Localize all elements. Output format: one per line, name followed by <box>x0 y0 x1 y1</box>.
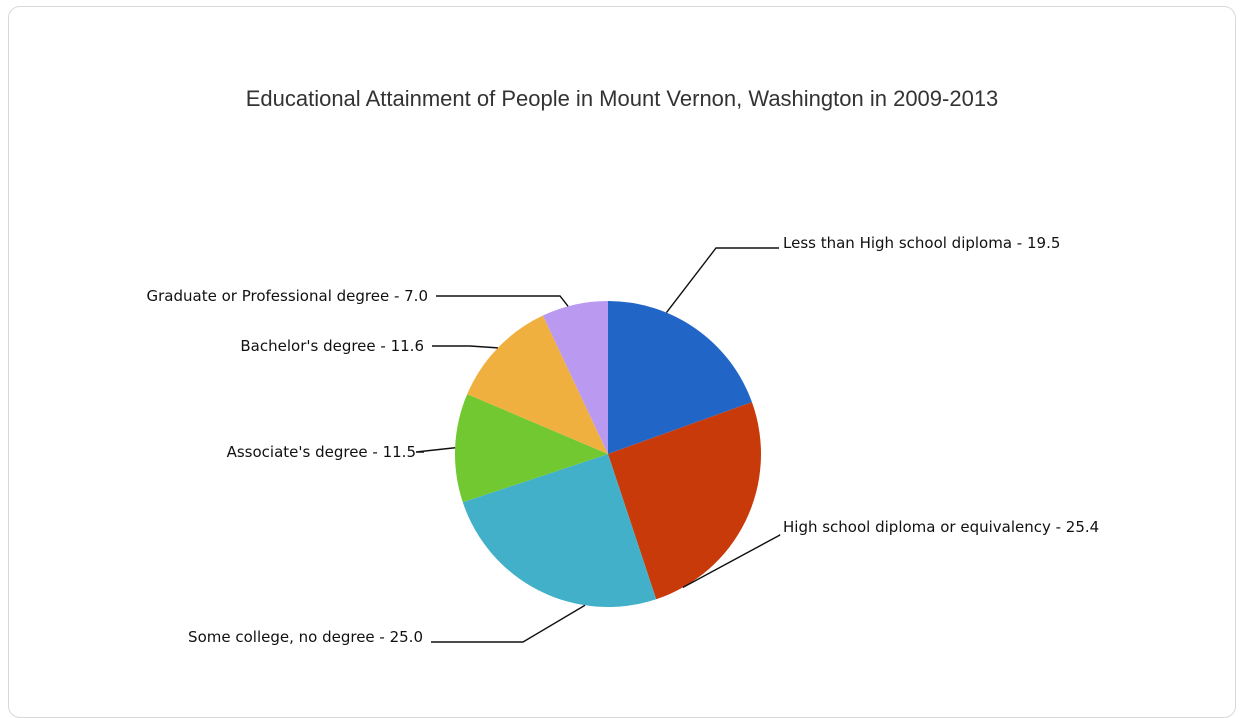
slice-labels: Less than High school diploma - 19.5 High… <box>147 234 1100 646</box>
leader-line <box>682 534 781 588</box>
pie-slice <box>608 402 762 600</box>
pie-slices <box>455 301 762 608</box>
leader-line <box>431 604 586 643</box>
pie-slice <box>608 301 752 454</box>
slice-label: Bachelor's degree - 11.6 <box>240 337 424 355</box>
pie-slice <box>542 301 608 454</box>
pie-slice <box>455 394 608 503</box>
slice-label: High school diploma or equivalency - 25.… <box>783 518 1099 536</box>
slice-label: Associate's degree - 11.5 <box>227 443 416 461</box>
chart-title: Educational Attainment of People in Moun… <box>245 86 999 111</box>
slice-label: Graduate or Professional degree - 7.0 <box>147 287 428 305</box>
pie-chart: Less than High school diploma - 19.5 High… <box>147 234 1100 646</box>
slice-label: Some college, no degree - 25.0 <box>188 628 423 646</box>
slice-label: Less than High school diploma - 19.5 <box>783 234 1060 252</box>
pie-slice <box>462 454 657 608</box>
label-leader-lines <box>415 247 781 643</box>
leader-line <box>436 295 569 307</box>
leader-line <box>665 247 779 314</box>
pie-slice <box>467 315 608 454</box>
leader-line <box>432 345 498 349</box>
leader-line <box>415 447 456 453</box>
